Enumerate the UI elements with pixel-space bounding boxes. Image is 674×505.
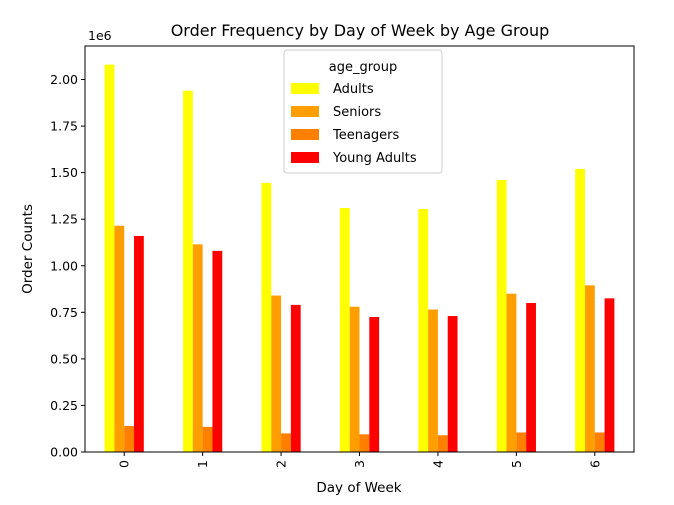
- bar: [496, 180, 507, 452]
- bar: [104, 64, 115, 453]
- bar: [359, 434, 370, 452]
- y-axis: 0.00 0.25 0.50 0.75 1.00 1.25 1.50 1.75 2.00: [50, 72, 85, 460]
- legend-label: Teenagers: [332, 128, 400, 143]
- x-tick-label: 2: [274, 460, 289, 468]
- bar: [202, 426, 213, 452]
- bar: [575, 168, 585, 453]
- bar: [281, 433, 291, 452]
- x-axis: 0 1 2 3 4 5 6: [117, 452, 602, 468]
- y-tick-label: 0.50: [50, 351, 78, 366]
- bar: [271, 295, 282, 452]
- y-tick-label: 1.50: [50, 165, 78, 180]
- bar: [290, 304, 301, 452]
- bar: [212, 250, 223, 452]
- y-axis-label: Order Counts: [20, 204, 36, 294]
- legend-swatch: [291, 106, 319, 117]
- chart-title: Order Frequency by Day of Week by Age Gr…: [171, 21, 550, 40]
- x-tick-label: 1: [195, 460, 210, 468]
- bar: [437, 435, 448, 452]
- y-tick-label: 1.75: [50, 119, 78, 134]
- legend: age_group Adults Seniors Teenagers Young Ad…: [283, 49, 443, 174]
- x-tick-label: 5: [509, 460, 524, 468]
- bar: [584, 285, 595, 452]
- legend-label: Seniors: [333, 105, 381, 120]
- x-tick-label: 0: [117, 460, 132, 468]
- y-tick-label: 1.00: [50, 258, 78, 273]
- legend-swatch: [291, 152, 319, 163]
- bar: [192, 244, 203, 452]
- bar: [124, 425, 135, 452]
- bar: [428, 309, 438, 452]
- bar: [134, 235, 144, 452]
- bar: [506, 293, 517, 452]
- bar: [349, 306, 360, 452]
- bar: [526, 303, 536, 452]
- bar: [369, 316, 380, 452]
- legend-swatch: [291, 129, 319, 140]
- bar: [604, 298, 615, 452]
- y-tick-label: 1.25: [50, 212, 78, 227]
- legend-swatch: [291, 83, 319, 94]
- y-tick-label: 0.25: [50, 398, 78, 413]
- bar: [114, 225, 125, 452]
- bar: [261, 182, 272, 452]
- y-tick-label: 0.00: [50, 445, 78, 460]
- bar: [418, 208, 429, 452]
- legend-box: [283, 49, 443, 174]
- plot-area: [104, 64, 615, 453]
- legend-title: age_group: [329, 60, 397, 75]
- y-tick-label: 2.00: [50, 72, 78, 87]
- x-tick-label: 3: [352, 460, 367, 468]
- bar: [516, 432, 527, 452]
- legend-label: Young Adults: [332, 151, 417, 166]
- bar: [447, 316, 458, 452]
- legend-label: Adults: [333, 82, 374, 97]
- x-axis-label: Day of Week: [316, 480, 401, 496]
- bar: [339, 208, 350, 452]
- bar: [594, 432, 605, 452]
- x-tick-label: 4: [430, 460, 445, 468]
- x-tick-label: 6: [587, 460, 602, 468]
- y-tick-label: 0.75: [50, 305, 78, 320]
- bar: [183, 90, 193, 452]
- y-axis-offset-label: 1e6: [88, 28, 112, 43]
